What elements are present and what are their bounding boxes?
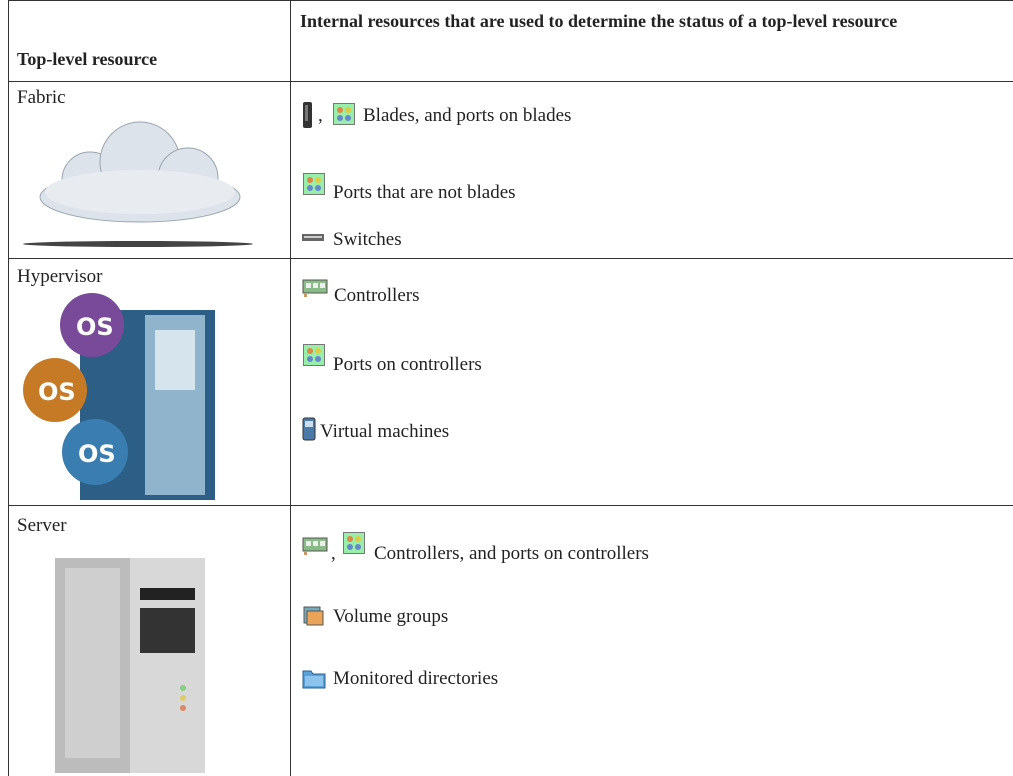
switch-icon — [302, 234, 324, 241]
border — [8, 0, 1013, 1]
resource-name: Server — [17, 515, 67, 536]
border — [8, 505, 1013, 506]
border — [8, 258, 1013, 259]
svg-text:OS: OS — [38, 378, 76, 406]
border — [290, 0, 291, 776]
item-text: Ports on controllers — [333, 354, 482, 375]
item-text: Controllers, and ports on controllers — [374, 543, 649, 564]
volume-group-icon — [303, 606, 324, 626]
item-text: Volume groups — [333, 606, 449, 627]
item-text: Controllers — [334, 285, 420, 306]
port-icon — [343, 532, 365, 554]
resource-name: Fabric — [17, 87, 66, 108]
svg-text:OS: OS — [76, 313, 114, 341]
port-icon — [303, 173, 325, 195]
item-text: Ports that are not blades — [333, 182, 516, 203]
item-text: Blades, and ports on blades — [363, 105, 572, 126]
border — [8, 0, 9, 776]
vm-icon — [302, 417, 316, 441]
hypervisor-image: OS OS OS — [23, 293, 215, 500]
svg-text:OS: OS — [78, 440, 116, 468]
resource-name: Hypervisor — [17, 266, 103, 287]
controller-icon — [302, 279, 328, 297]
header-cell: Internal resources that are used to dete… — [300, 11, 898, 31]
port-icon — [303, 344, 325, 366]
cloud-image — [23, 121, 253, 247]
item-text: Virtual machines — [320, 421, 450, 442]
server-image — [55, 558, 205, 773]
border — [8, 81, 1013, 82]
item-text: Monitored directories — [333, 668, 499, 689]
header-cell: Top-level resource — [17, 49, 158, 69]
port-icon — [333, 103, 355, 125]
blade-icon — [303, 102, 312, 128]
separator: , — [331, 543, 336, 564]
item-text: Switches — [333, 229, 402, 250]
folder-icon — [302, 670, 326, 689]
separator: , — [318, 105, 323, 126]
controller-icon — [302, 537, 328, 555]
